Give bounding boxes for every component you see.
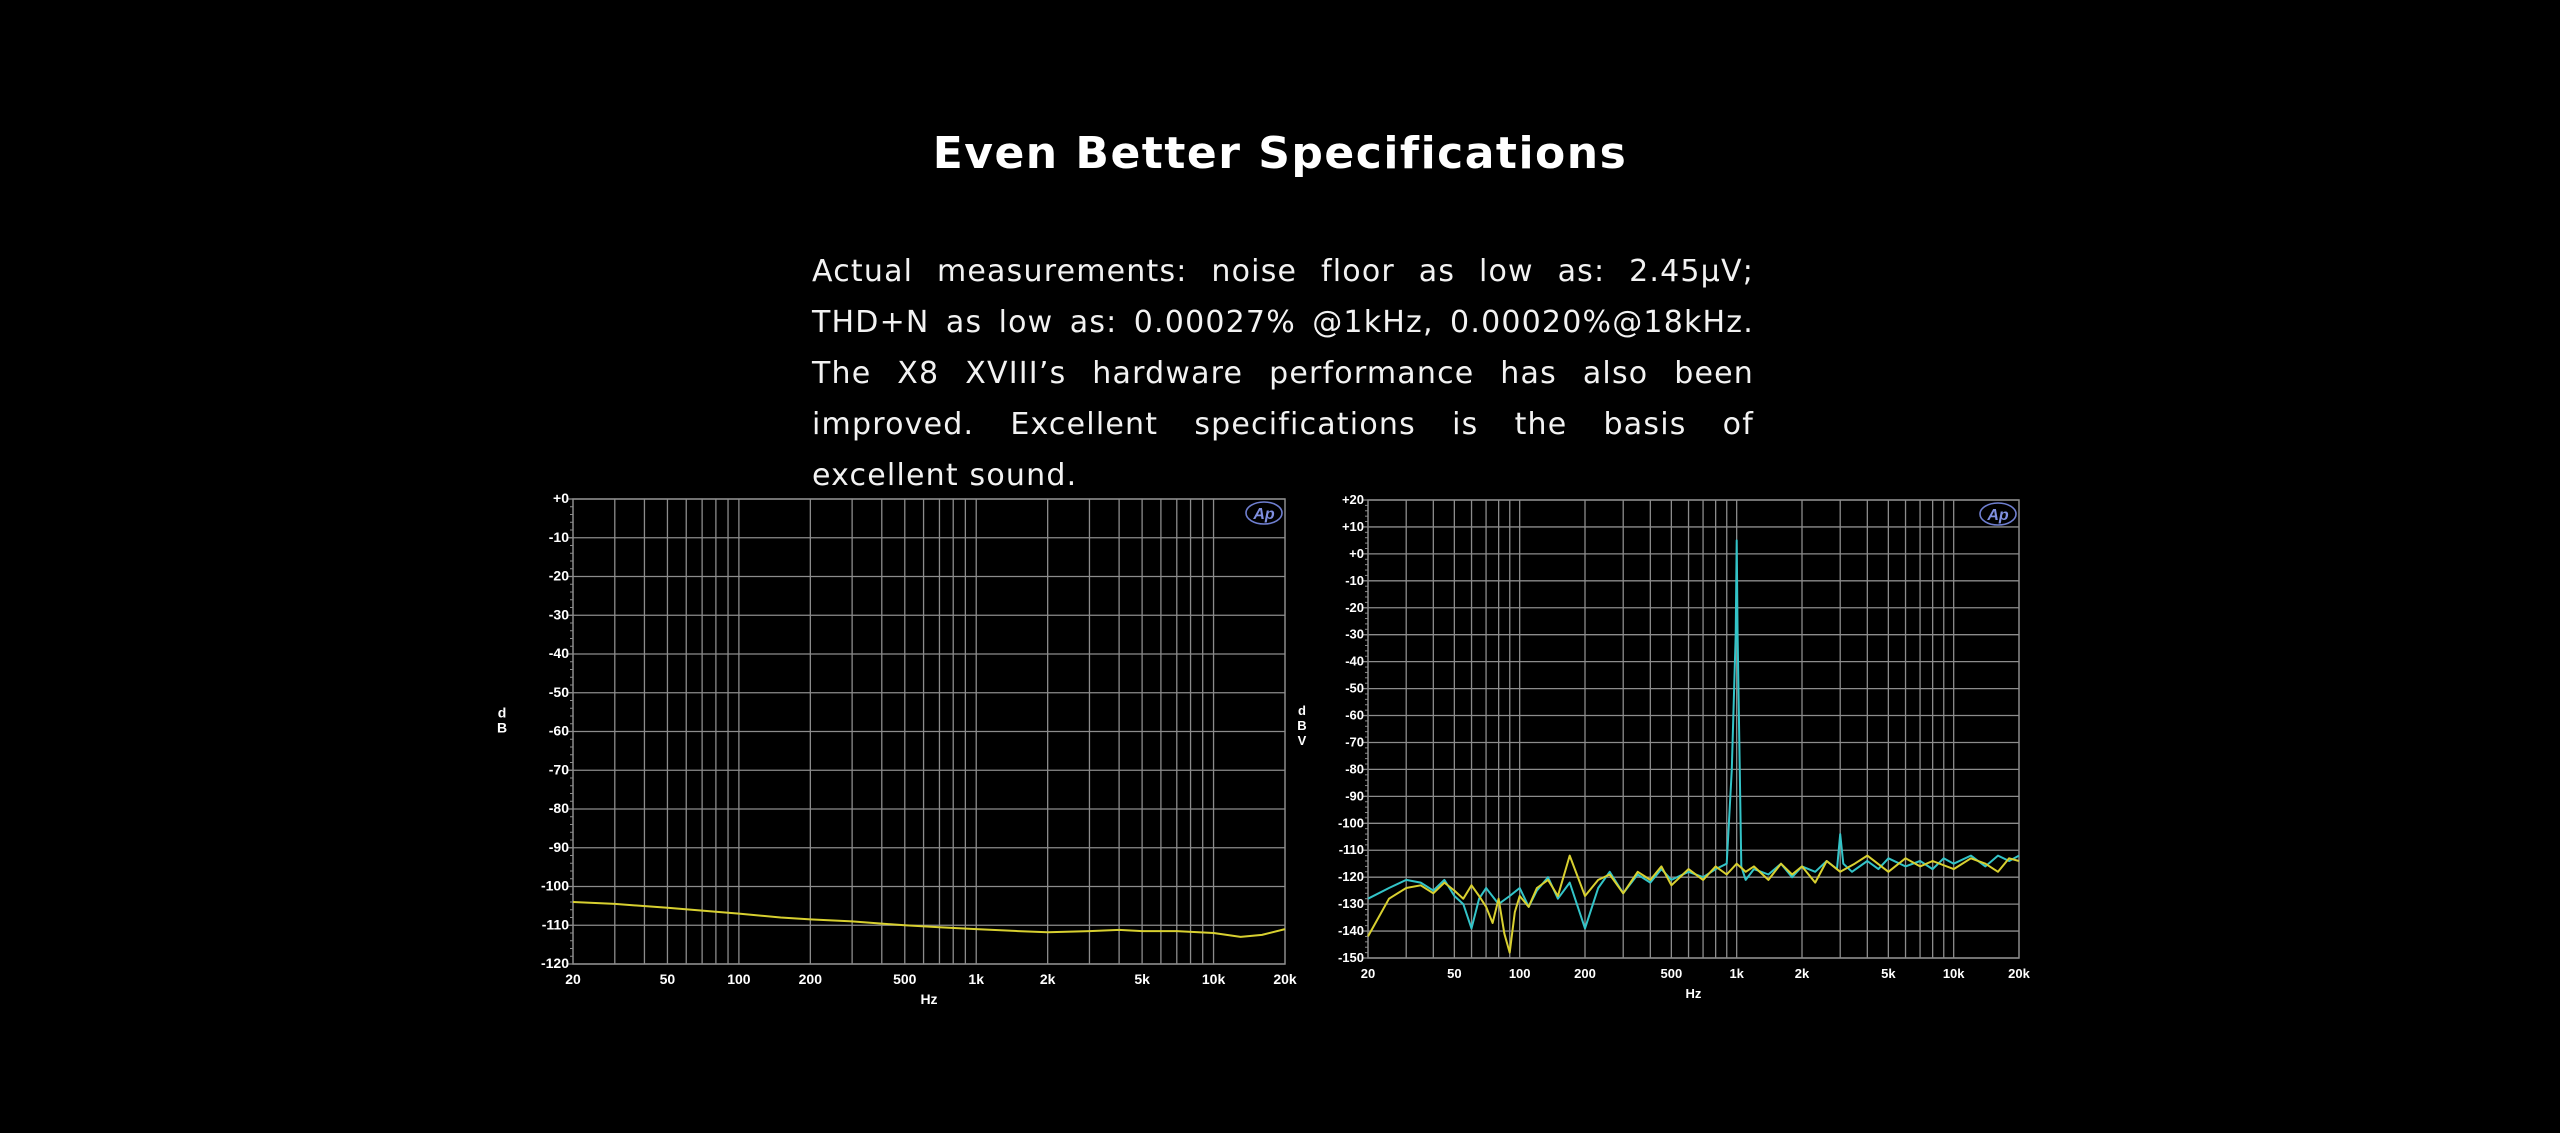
ap-logo-ring xyxy=(1245,501,1283,525)
y-tick-label: -70 xyxy=(549,761,569,777)
x-tick-label: 100 xyxy=(1509,966,1531,981)
x-tick-label: 2k xyxy=(1040,971,1056,987)
x-tick-label: 20 xyxy=(565,971,581,987)
y-tick-label: -10 xyxy=(1345,573,1364,588)
x-tick-label: 5k xyxy=(1134,971,1150,987)
x-tick-label: 20 xyxy=(1361,966,1375,981)
page-title: Even Better Specifications xyxy=(932,128,1628,179)
y-tick-label: -20 xyxy=(549,568,569,584)
x-axis-label: Hz xyxy=(920,991,937,1007)
x-tick-label: 500 xyxy=(1661,966,1683,981)
y-tick-label: -70 xyxy=(1345,734,1364,749)
x-tick-label: 200 xyxy=(799,971,823,987)
x-tick-label: 10k xyxy=(1943,966,1965,981)
y-tick-label: -80 xyxy=(549,800,569,816)
y-tick-label: -100 xyxy=(1338,815,1364,830)
x-tick-label: 500 xyxy=(893,971,917,987)
y-tick-label: -130 xyxy=(1338,896,1364,911)
y-tick-label: -60 xyxy=(549,723,569,739)
ap-logo: Ap xyxy=(1979,502,2017,526)
ap-logo-text: Ap xyxy=(1252,506,1275,523)
series-line-2 xyxy=(1367,854,2020,954)
fft-spectrum-chart: +20 +10 +0 -10 -20 -30 -40 -50 -60 -70 -80 -90 -100 -… xyxy=(1297,492,2030,1001)
y-axis-label-char: d xyxy=(498,705,507,721)
y-tick-label: +0 xyxy=(553,490,569,506)
description-paragraph: Actual measurements: noise floor as low … xyxy=(812,254,1754,493)
ap-logo: Ap xyxy=(1245,501,1283,525)
y-tick-label: +10 xyxy=(1342,519,1364,534)
y-tick-label: -50 xyxy=(549,684,569,700)
y-tick-label: -40 xyxy=(1345,654,1364,669)
y-tick-label: -50 xyxy=(1345,681,1364,696)
x-tick-label: 20k xyxy=(2008,966,2030,981)
y-tick-label: -30 xyxy=(1345,627,1364,642)
y-axis-label-char: B xyxy=(1297,718,1306,733)
y-tick-label: -120 xyxy=(1338,869,1364,884)
x-tick-label: 50 xyxy=(1447,966,1461,981)
plot-frame xyxy=(1367,499,2020,959)
series-line-1 xyxy=(572,901,1286,938)
y-tick-label: -80 xyxy=(1345,761,1364,776)
series-line-1 xyxy=(1367,539,2020,930)
x-tick-label: 1k xyxy=(1729,966,1744,981)
y-axis-label-char: d xyxy=(1298,703,1306,718)
y-tick-label: -90 xyxy=(1345,788,1364,803)
y-tick-label: +20 xyxy=(1342,492,1364,507)
y-tick-label: -110 xyxy=(542,916,569,932)
x-tick-label: 20k xyxy=(1273,971,1297,987)
x-tick-label: 10k xyxy=(1202,971,1226,987)
x-tick-label: 50 xyxy=(660,971,676,987)
y-axis-label-char: V xyxy=(1298,733,1307,748)
y-tick-label: -110 xyxy=(1339,842,1364,857)
y-tick-label: -30 xyxy=(549,606,569,622)
y-tick-label: +0 xyxy=(1349,546,1364,561)
y-axis-label-char: B xyxy=(497,720,507,736)
x-axis-label: Hz xyxy=(1686,986,1702,1001)
y-tick-label: -60 xyxy=(1345,708,1364,723)
ap-logo-ring xyxy=(1979,502,2017,526)
y-tick-label: -90 xyxy=(549,839,569,855)
y-tick-label: -120 xyxy=(541,955,569,971)
x-tick-label: 2k xyxy=(1795,966,1810,981)
frequency-response-chart: +0 -10 -20 -30 -40 -50 -60 -70 -80 -90 -100 -110 -12… xyxy=(497,490,1297,1007)
y-tick-label: -10 xyxy=(549,529,569,545)
x-tick-label: 200 xyxy=(1574,966,1596,981)
y-tick-label: -140 xyxy=(1338,923,1364,938)
x-tick-label: 1k xyxy=(968,971,984,987)
y-tick-label: -40 xyxy=(549,645,569,661)
ap-logo-text: Ap xyxy=(1986,507,2009,524)
y-tick-label: -150 xyxy=(1338,950,1364,965)
y-tick-label: -20 xyxy=(1345,600,1364,615)
y-tick-label: -100 xyxy=(541,878,569,894)
x-tick-label: 5k xyxy=(1881,966,1896,981)
x-tick-label: 100 xyxy=(727,971,751,987)
